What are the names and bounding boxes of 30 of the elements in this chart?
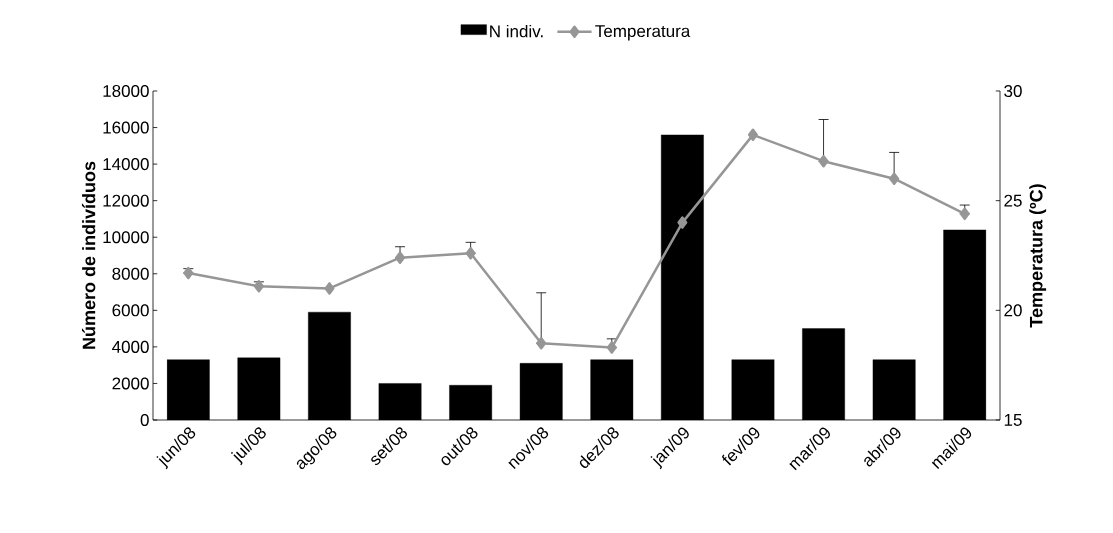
- y2-tick-label: 30: [1004, 84, 1022, 98]
- y-tick-label: 2000: [112, 377, 149, 390]
- point: [606, 341, 617, 354]
- point: [889, 172, 900, 185]
- point: [324, 282, 335, 295]
- y-tick-label: 14000: [103, 158, 149, 171]
- y-tick-label: 8000: [112, 267, 149, 280]
- point: [253, 279, 264, 293]
- y-tick-label: 18000: [103, 84, 149, 98]
- y2-axis-title: Temperatura (ºC): [1029, 184, 1047, 328]
- y-tick-label: 0: [140, 413, 149, 427]
- point: [395, 251, 406, 264]
- point: [818, 154, 829, 168]
- legend-label: N indiv.: [490, 24, 543, 38]
- y-tick-label: 10000: [103, 231, 149, 244]
- point: [747, 128, 758, 142]
- point: [677, 216, 688, 229]
- point: [536, 336, 547, 350]
- y-tick-label: 16000: [103, 121, 149, 134]
- y-tick-label: 4000: [112, 340, 149, 353]
- y2-tick-label: 25: [1004, 194, 1022, 207]
- y-axis-title: Número de indivíduos: [81, 161, 96, 349]
- y-tick-label: 12000: [103, 194, 149, 207]
- legend-label: Temperatura: [595, 25, 691, 41]
- y2-tick-label: 15: [1004, 414, 1022, 426]
- point: [959, 207, 970, 221]
- point: [465, 247, 476, 260]
- y-tick-label: 6000: [112, 304, 149, 317]
- y2-tick-label: 20: [1004, 304, 1022, 317]
- point: [183, 266, 194, 280]
